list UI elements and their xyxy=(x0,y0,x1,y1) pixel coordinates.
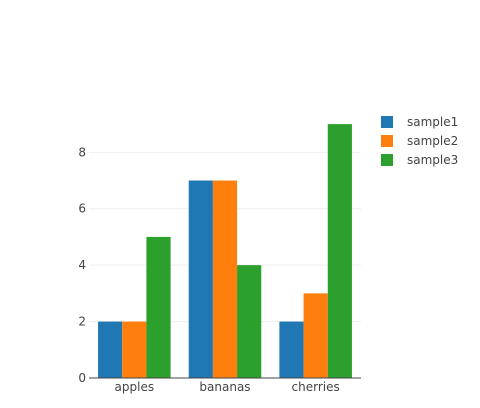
legend-swatch-sample2 xyxy=(381,135,393,147)
y-tick-label-8: 8 xyxy=(78,145,86,159)
bar-sample3-bananas[interactable] xyxy=(237,265,262,378)
legend-label-sample2: sample2 xyxy=(407,134,458,148)
legend-swatch-sample3 xyxy=(381,154,393,166)
x-tick-label-cherries: cherries xyxy=(292,380,340,394)
x-axis-ticks: apples bananas cherries xyxy=(115,380,340,394)
bar-sample2-apples[interactable] xyxy=(122,321,147,378)
y-tick-label-6: 6 xyxy=(78,202,86,216)
legend[interactable]: sample1 sample2 sample3 xyxy=(381,115,458,167)
bar-sample1-cherries[interactable] xyxy=(279,321,304,378)
y-tick-label-2: 2 xyxy=(78,315,86,329)
legend-swatch-sample1 xyxy=(381,116,393,128)
bar-sample3-cherries[interactable] xyxy=(327,124,352,379)
bar-sample2-bananas[interactable] xyxy=(212,180,238,378)
legend-item-sample3[interactable]: sample3 xyxy=(381,153,458,167)
bar-sample3-apples[interactable] xyxy=(146,236,171,378)
bars xyxy=(98,124,352,379)
legend-label-sample1: sample1 xyxy=(407,115,458,129)
y-tick-label-0: 0 xyxy=(78,371,86,385)
x-tick-label-bananas: bananas xyxy=(199,380,250,394)
bar-sample2-cherries[interactable] xyxy=(303,293,328,378)
x-tick-label-apples: apples xyxy=(115,380,155,394)
bar-sample1-bananas[interactable] xyxy=(188,180,213,378)
y-axis-ticks: 0 2 4 6 8 xyxy=(78,145,86,385)
bar-sample1-apples[interactable] xyxy=(98,321,123,378)
legend-item-sample2[interactable]: sample2 xyxy=(381,134,458,148)
y-tick-label-4: 4 xyxy=(78,258,86,272)
legend-label-sample3: sample3 xyxy=(407,153,458,167)
legend-item-sample1[interactable]: sample1 xyxy=(381,115,458,129)
